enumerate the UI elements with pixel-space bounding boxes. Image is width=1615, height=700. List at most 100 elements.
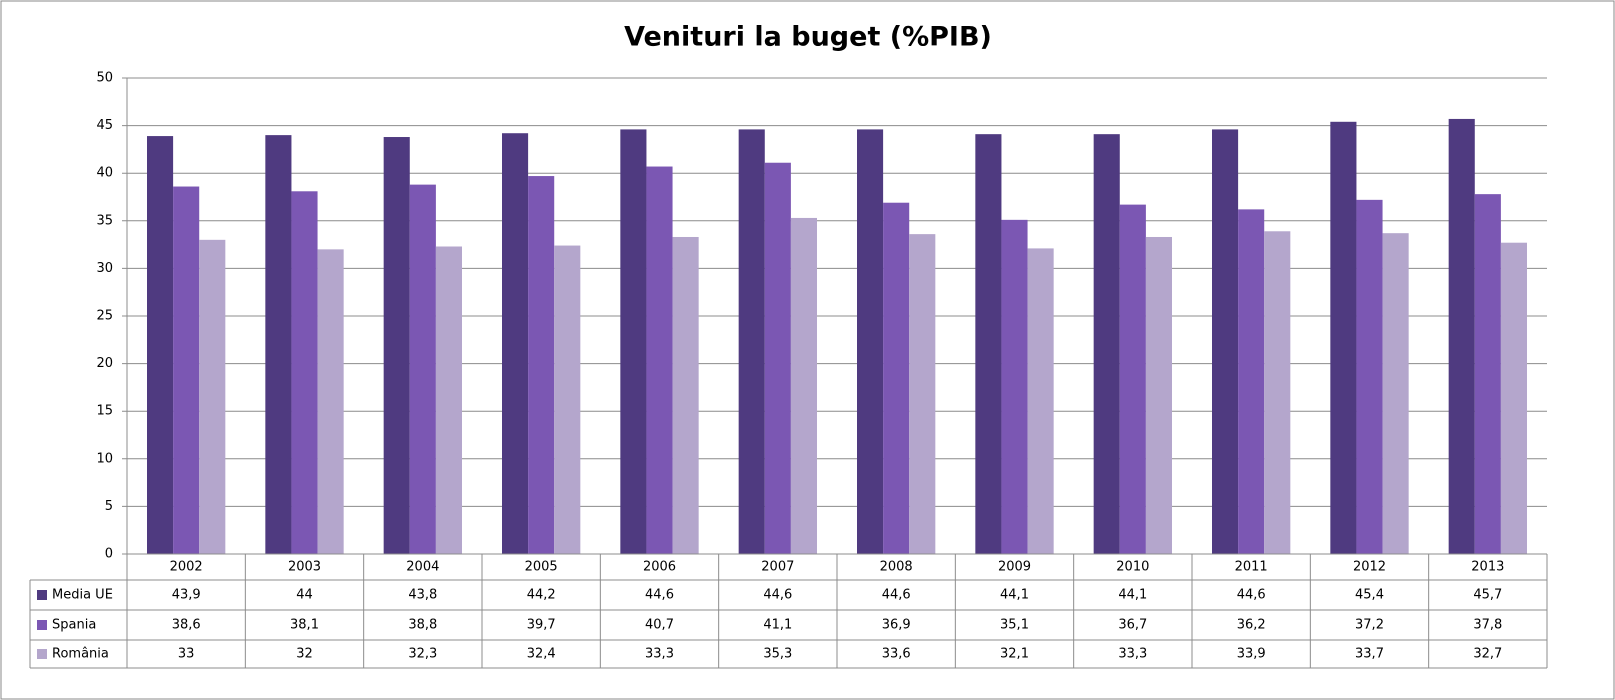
bar [790, 217, 817, 554]
legend-swatch [37, 649, 47, 659]
bar [528, 176, 555, 554]
table-cell: 36,7 [1118, 618, 1147, 633]
table-cell: 35,1 [1000, 618, 1029, 633]
y-tick-label: 25 [96, 309, 113, 324]
table-cell: 33,3 [1118, 647, 1147, 662]
bar [1448, 118, 1475, 554]
bar [502, 133, 529, 554]
table-cell: 37,8 [1473, 618, 1502, 633]
y-tick-label: 0 [105, 547, 113, 562]
bar [738, 129, 765, 554]
y-tick-label: 5 [105, 499, 113, 514]
bar [909, 234, 936, 555]
bar [173, 186, 200, 554]
table-cell: 44,6 [882, 588, 911, 603]
bar [620, 129, 647, 554]
table-cell: 33,6 [882, 647, 911, 662]
bar [1356, 199, 1383, 554]
x-tick-label: 2009 [998, 560, 1031, 575]
x-tick-label: 2003 [288, 560, 321, 575]
bar [291, 191, 318, 554]
table-cell: 32,7 [1473, 647, 1502, 662]
bar [435, 246, 462, 554]
bar [554, 245, 581, 554]
bar [883, 202, 910, 554]
table-cell: 44,6 [645, 588, 674, 603]
table-cell: 44,1 [1000, 588, 1029, 603]
bar [646, 166, 673, 554]
y-tick-label: 40 [96, 166, 113, 181]
bar [383, 137, 410, 555]
x-tick-label: 2005 [525, 560, 558, 575]
table-cell: 33,3 [645, 647, 674, 662]
bar [1500, 242, 1527, 555]
legend-swatch [37, 590, 47, 600]
bar [1474, 194, 1501, 555]
bar [1119, 204, 1146, 554]
table-cell: 32,1 [1000, 647, 1029, 662]
x-tick-label: 2006 [643, 560, 676, 575]
bar [199, 239, 226, 554]
table-cell: 43,8 [408, 588, 437, 603]
x-tick-label: 2010 [1116, 560, 1149, 575]
chart-title: Venituri la buget (%PIB) [624, 22, 992, 53]
bar [764, 162, 791, 554]
table-cell: 45,7 [1473, 588, 1502, 603]
bar [1264, 231, 1291, 554]
y-tick-label: 10 [96, 451, 113, 466]
x-tick-label: 2002 [170, 560, 203, 575]
legend-label: Spania [52, 618, 96, 633]
table-cell: 35,3 [763, 647, 792, 662]
bar [1145, 236, 1172, 554]
bar [317, 249, 344, 555]
y-tick-label: 15 [96, 404, 113, 419]
table-cell: 32,3 [408, 647, 437, 662]
table-cell: 44 [296, 588, 313, 603]
x-tick-label: 2008 [880, 560, 913, 575]
table-cell: 41,1 [763, 618, 792, 633]
table-cell: 32 [296, 647, 313, 662]
bar [1001, 219, 1028, 554]
bar [265, 135, 292, 554]
bar [1382, 233, 1409, 554]
y-tick-label: 35 [96, 213, 113, 228]
table-cell: 33,7 [1355, 647, 1384, 662]
bar [857, 129, 884, 554]
y-tick-label: 20 [96, 356, 113, 371]
bar [1330, 121, 1357, 555]
x-tick-label: 2011 [1235, 560, 1268, 575]
bar [1212, 129, 1239, 554]
bar [1027, 248, 1054, 554]
legend-swatch [37, 620, 47, 630]
bar [672, 236, 699, 554]
x-tick-label: 2007 [761, 560, 794, 575]
table-cell: 37,2 [1355, 618, 1384, 633]
table-cell: 38,8 [408, 618, 437, 633]
y-tick-label: 30 [96, 261, 113, 276]
y-tick-label: 50 [96, 71, 113, 86]
table-cell: 36,9 [882, 618, 911, 633]
bar [409, 184, 436, 554]
table-cell: 44,2 [527, 588, 556, 603]
bar [975, 134, 1002, 554]
table-cell: 43,9 [172, 588, 201, 603]
table-cell: 32,4 [527, 647, 556, 662]
table-cell: 39,7 [527, 618, 556, 633]
legend-label: România [52, 647, 109, 662]
table-cell: 44,6 [1237, 588, 1266, 603]
table-cell: 44,1 [1118, 588, 1147, 603]
legend-label: Media UE [52, 588, 113, 603]
table-cell: 44,6 [763, 588, 792, 603]
table-cell: 36,2 [1237, 618, 1266, 633]
bar [1238, 209, 1265, 554]
bar [1093, 134, 1120, 554]
y-tick-label: 45 [96, 118, 113, 133]
x-tick-label: 2004 [406, 560, 439, 575]
x-tick-label: 2012 [1353, 560, 1386, 575]
x-tick-label: 2013 [1471, 560, 1504, 575]
table-cell: 33 [178, 647, 195, 662]
table-cell: 40,7 [645, 618, 674, 633]
table-cell: 33,9 [1237, 647, 1266, 662]
table-cell: 38,6 [172, 618, 201, 633]
